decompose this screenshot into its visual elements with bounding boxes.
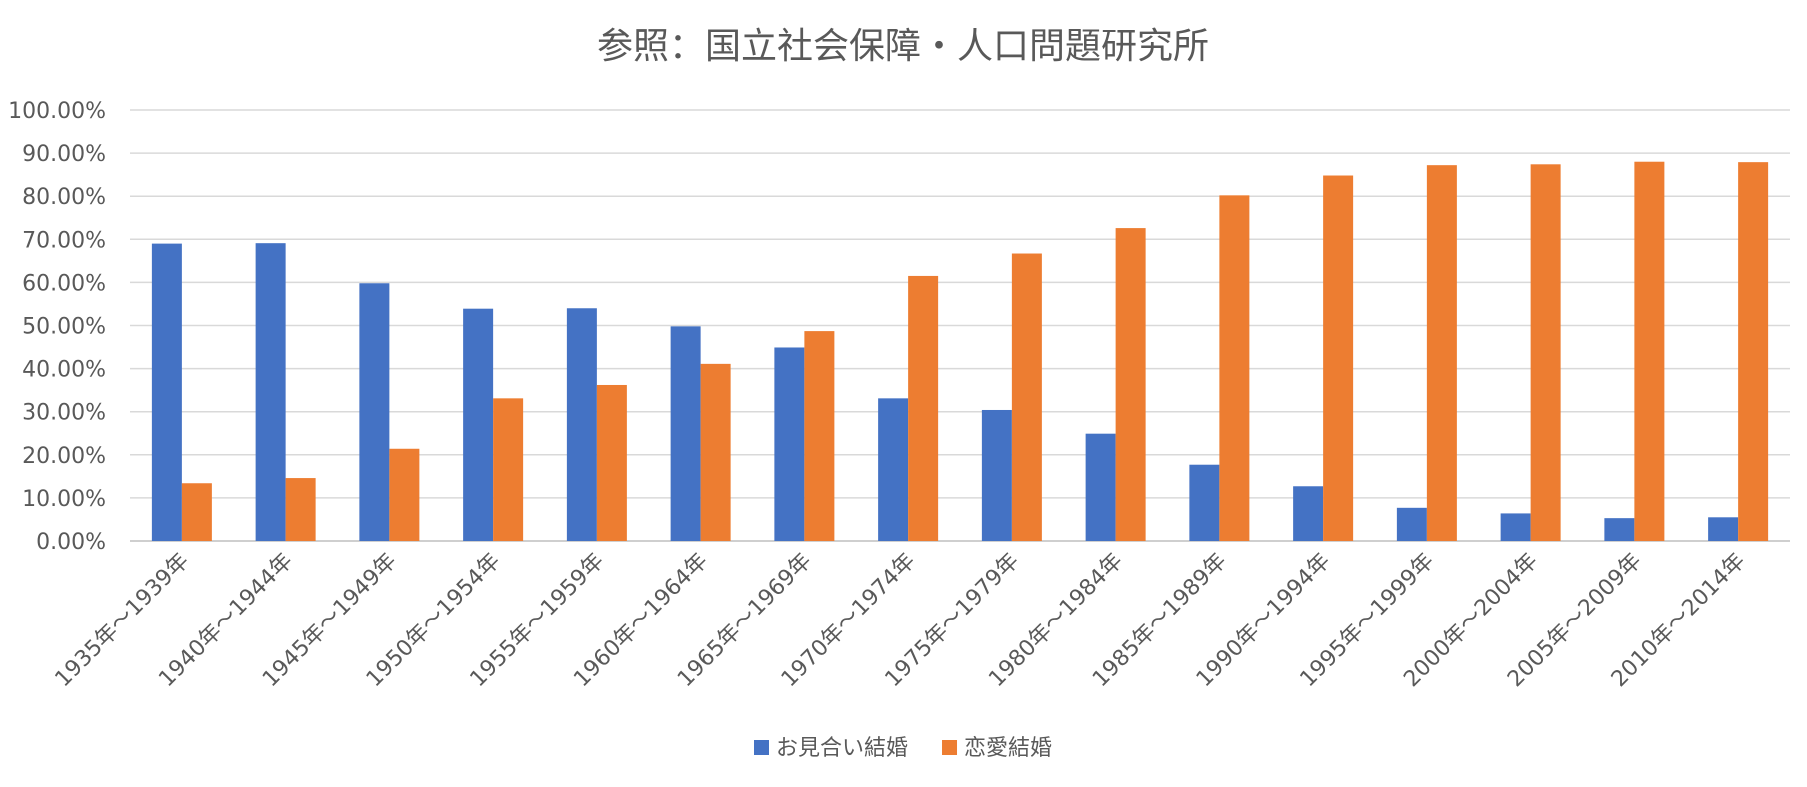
bar-love-marriage (1634, 161, 1665, 541)
bar-arranged-marriage (1708, 517, 1739, 541)
bar-love-marriage (181, 483, 212, 541)
y-tick-label: 20.00% (22, 444, 106, 469)
y-tick-label: 30.00% (22, 401, 106, 426)
legend-label: 恋愛結婚 (964, 736, 1052, 761)
x-axis-ticks: 1935年～1939年1940年～1944年1945年～1949年1950年～1… (51, 549, 1751, 693)
bar-arranged-marriage (359, 283, 390, 541)
y-tick-label: 10.00% (22, 487, 106, 512)
bar-love-marriage (1530, 164, 1561, 541)
bar-love-marriage (1011, 253, 1042, 541)
bar-love-marriage (804, 331, 835, 541)
y-tick-label: 50.00% (22, 315, 106, 340)
y-tick-label: 90.00% (22, 142, 106, 167)
bar-love-marriage (1219, 195, 1250, 541)
bar-arranged-marriage (981, 409, 1012, 541)
bar-arranged-marriage (255, 243, 286, 541)
y-tick-label: 80.00% (22, 185, 106, 210)
bar-arranged-marriage (774, 347, 805, 541)
bar-arranged-marriage (151, 243, 182, 542)
bar-arranged-marriage (1396, 507, 1427, 541)
bar-arranged-marriage (1085, 433, 1116, 541)
bar-love-marriage (596, 384, 627, 541)
bar-love-marriage (908, 275, 939, 541)
bar-arranged-marriage (1604, 518, 1635, 541)
bar-love-marriage (389, 448, 420, 541)
chart-title: 参照：国立社会保障・人口問題研究所 (597, 26, 1209, 67)
bar-arranged-marriage (670, 326, 701, 541)
y-tick-label: 100.00% (8, 99, 106, 124)
bar-love-marriage (285, 478, 316, 541)
y-tick-label: 70.00% (22, 228, 106, 253)
bar-love-marriage (1323, 175, 1354, 541)
bar-love-marriage (700, 363, 731, 541)
y-tick-label: 60.00% (22, 271, 106, 296)
bar-arranged-marriage (1189, 464, 1220, 541)
y-axis-ticks: 0.00% 10.00% 20.00% 30.00% 40.00% 50.00% 60.00… (8, 99, 106, 555)
y-tick-label: 40.00% (22, 358, 106, 383)
legend: お見合い結婚 恋愛結婚 (754, 736, 1052, 761)
bar-love-marriage (1426, 165, 1457, 541)
bar-love-marriage (493, 398, 524, 541)
bar-arranged-marriage (1500, 513, 1531, 541)
bar-arranged-marriage (1293, 486, 1324, 541)
bar-arranged-marriage (463, 308, 494, 541)
y-tick-label: 0.00% (36, 530, 106, 555)
legend-swatch (942, 740, 958, 755)
bar-arranged-marriage (878, 398, 909, 541)
legend-label: お見合い結婚 (776, 736, 908, 761)
bar-arranged-marriage (566, 308, 597, 541)
legend-swatch (754, 740, 769, 755)
bars (151, 161, 1769, 542)
bar-love-marriage (1115, 228, 1146, 541)
bar-love-marriage (1738, 162, 1769, 541)
